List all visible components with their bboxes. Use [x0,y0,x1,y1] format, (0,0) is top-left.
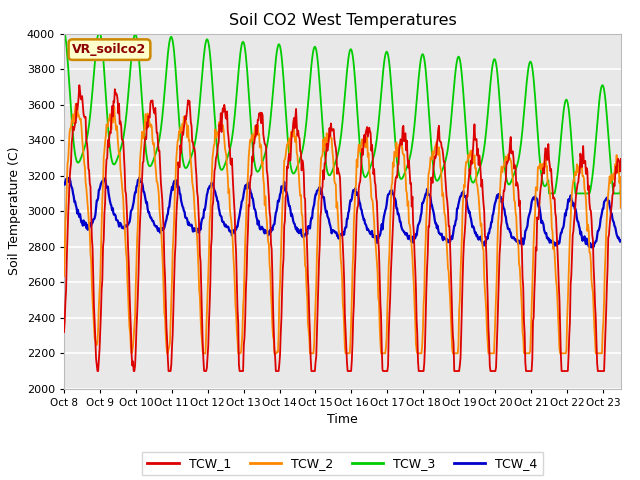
TCW_1 [93,368,101,374]
TCW_1 [60,329,68,335]
TCW_3 [383,49,391,55]
TCW_1 [399,123,407,129]
TCW_4 [415,219,423,225]
TCW_4 [399,228,406,233]
TCW_2 [95,304,102,310]
TCW_4 [483,234,491,240]
TCW_2 [399,152,407,157]
TCW_4 [588,244,596,250]
TCW_3 [398,176,406,181]
TCW_1 [484,296,492,301]
X-axis label: Time: Time [327,413,358,426]
Legend: TCW_1, TCW_2, TCW_3, TCW_4: TCW_1, TCW_2, TCW_3, TCW_4 [142,452,543,475]
TCW_3 [415,74,422,80]
TCW_2 [484,340,492,346]
TCW_3 [94,31,102,37]
Line: TCW_2: TCW_2 [64,104,621,353]
TCW_3 [545,191,553,196]
TCW_3 [617,187,625,193]
TCW_4 [384,192,392,197]
TCW_3 [540,182,547,188]
TCW_2 [541,157,548,163]
TCW_1 [76,82,83,88]
TCW_1 [96,347,104,352]
TCW_4 [540,227,548,233]
TCW_1 [617,156,625,162]
TCW_1 [385,330,392,336]
TCW_1 [541,152,548,157]
TCW_3 [60,31,68,36]
Title: Soil CO2 West Temperatures: Soil CO2 West Temperatures [228,13,456,28]
Y-axis label: Soil Temperature (C): Soil Temperature (C) [8,147,21,276]
Line: TCW_3: TCW_3 [64,34,621,193]
TCW_4 [617,238,625,243]
TCW_4 [60,181,68,187]
TCW_2 [60,273,68,279]
TCW_2 [72,101,80,107]
Text: VR_soilco2: VR_soilco2 [72,43,147,56]
TCW_2 [128,350,136,356]
TCW_2 [385,262,392,268]
TCW_3 [483,127,490,133]
TCW_2 [617,205,625,211]
TCW_2 [416,350,424,356]
TCW_1 [416,368,424,374]
Line: TCW_4: TCW_4 [64,178,621,247]
Line: TCW_1: TCW_1 [64,85,621,371]
TCW_4 [94,195,102,201]
TCW_4 [136,175,143,180]
